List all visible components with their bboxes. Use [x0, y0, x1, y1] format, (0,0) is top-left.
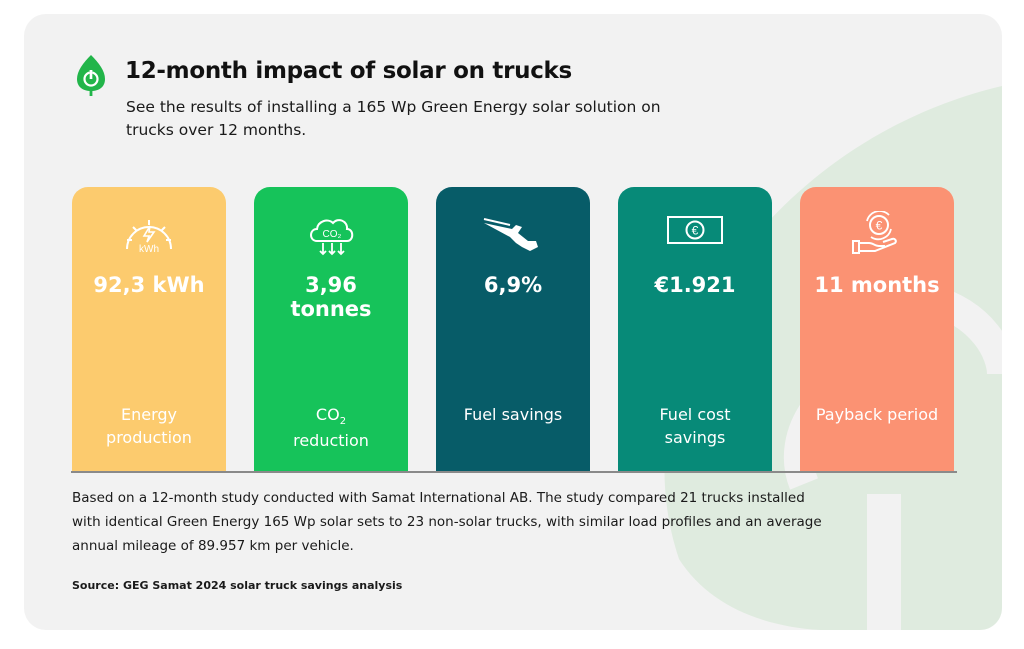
metric-label: Payback period — [815, 405, 939, 424]
label-subscript: 2 — [339, 416, 347, 427]
metric-label: CO2 reduction — [254, 403, 408, 452]
metric-card-co2: CO₂ 3,96 tonnes CO2 reduction — [254, 187, 408, 471]
metric-label: Fuel savings — [463, 405, 563, 424]
leaf-power-logo-icon — [77, 55, 105, 96]
gauge-kwh-icon: kWh — [72, 211, 226, 257]
svg-text:€: € — [692, 224, 699, 238]
metric-value: 11 months — [814, 273, 940, 297]
metric-card-energy: kWh 92,3 kWh Energy production — [72, 187, 226, 471]
metric-card-fuel: 6,9% Fuel savings — [436, 187, 590, 471]
metric-value: 6,9% — [483, 273, 543, 297]
euro-banknote-icon: € — [618, 211, 772, 257]
metric-card-payback: € 11 months Payback period — [800, 187, 954, 471]
label-reduction: reduction — [293, 431, 369, 450]
metric-label: Fuel cost savings — [659, 405, 731, 447]
source-line: Source: GEG Samat 2024 solar truck savin… — [72, 579, 403, 592]
fuel-nozzle-icon — [436, 211, 590, 257]
page-title: 12-month impact of solar on trucks — [125, 58, 572, 84]
metric-value: 92,3 kWh — [93, 273, 205, 297]
metric-value: €1.921 — [654, 273, 736, 297]
metric-label: Energy production — [106, 405, 192, 447]
hand-euro-coin-icon: € — [800, 211, 954, 257]
svg-text:kWh: kWh — [139, 244, 159, 255]
label-co: CO — [315, 405, 340, 424]
infographic-panel: 12-month impact of solar on trucks See t… — [24, 14, 1002, 630]
metric-card-cost: € €1.921 Fuel cost savings — [618, 187, 772, 471]
metric-cards: kWh 92,3 kWh Energy production CO₂ — [24, 14, 1002, 630]
co2-cloud-icon: CO₂ — [254, 211, 408, 257]
svg-text:€: € — [876, 219, 883, 233]
svg-text:CO₂: CO₂ — [323, 229, 342, 240]
page-subtitle: See the results of installing a 165 Wp G… — [126, 98, 661, 139]
baseline-divider — [71, 471, 957, 473]
metric-value: 3,96 tonnes — [290, 273, 372, 321]
study-note: Based on a 12-month study conducted with… — [72, 490, 822, 554]
